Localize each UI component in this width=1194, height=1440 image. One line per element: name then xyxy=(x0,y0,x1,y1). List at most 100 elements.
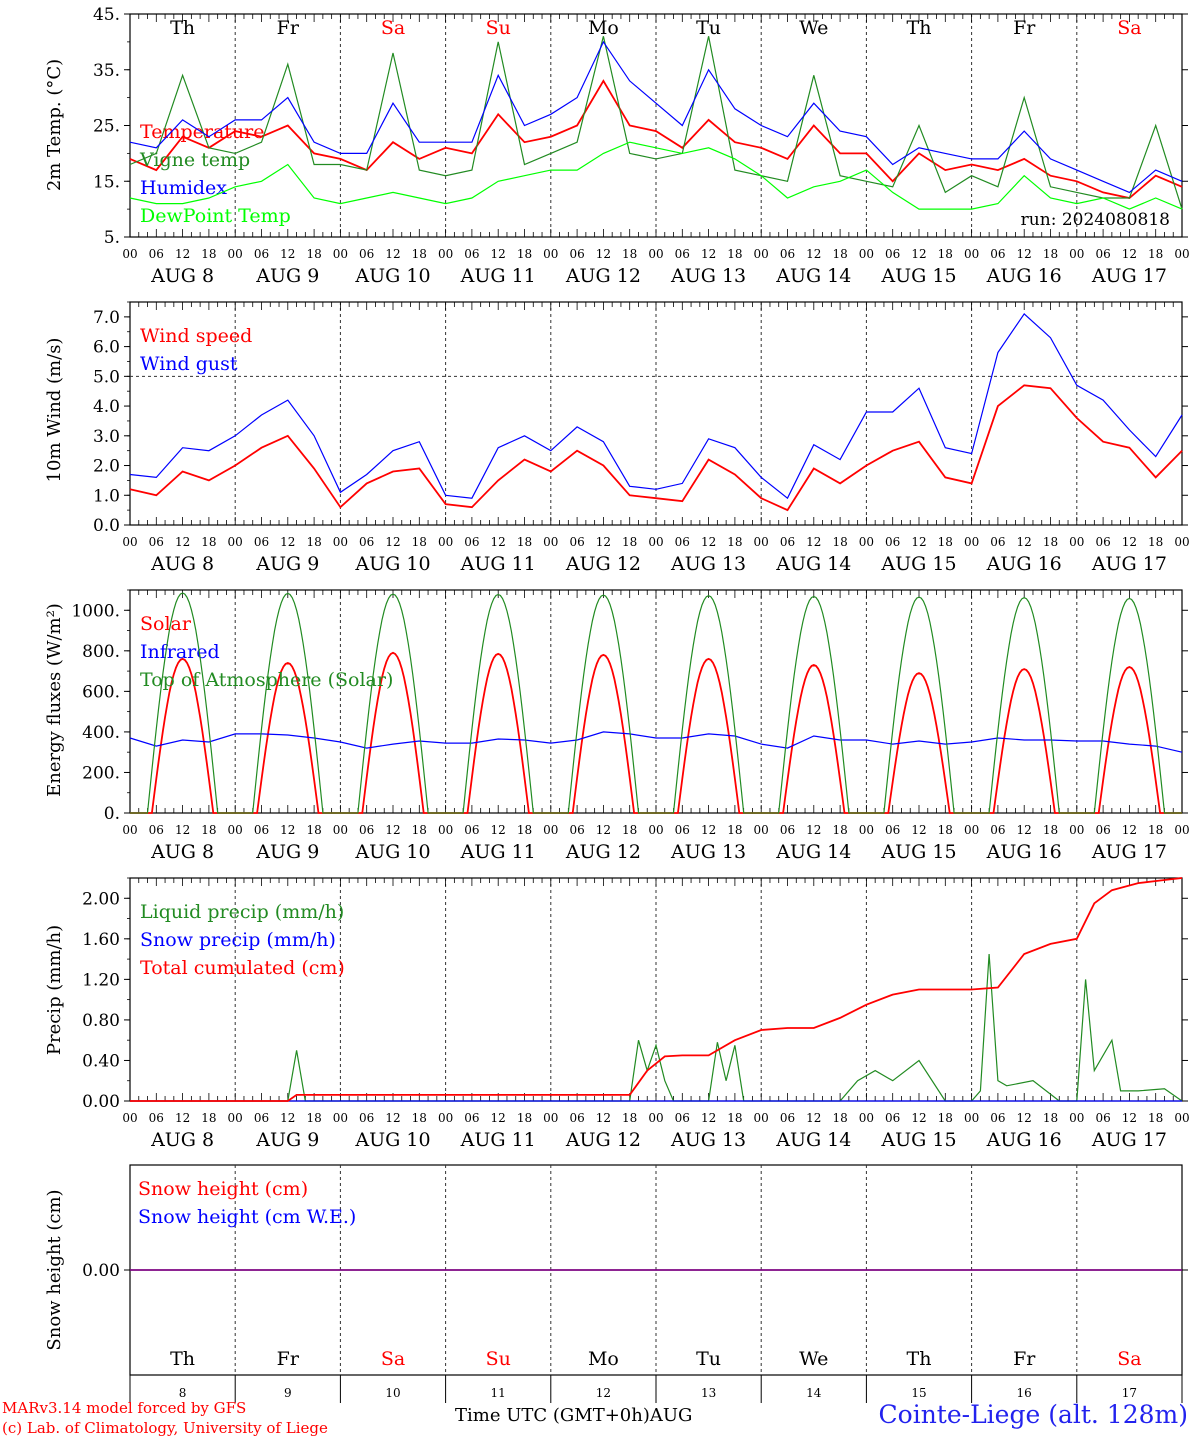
y-tick-label: 0.00 xyxy=(82,1261,120,1281)
date-label: AUG 17 xyxy=(1091,265,1167,287)
y-tick-label: 1.60 xyxy=(82,930,120,950)
hour-tick-label: 12 xyxy=(280,247,295,261)
hour-tick-label: 12 xyxy=(911,1111,926,1125)
day-name-label: Su xyxy=(486,1348,511,1370)
date-label: AUG 11 xyxy=(460,841,536,863)
hour-tick-label: 12 xyxy=(596,247,611,261)
hour-tick-label: 12 xyxy=(1017,1111,1032,1125)
hour-tick-label: 12 xyxy=(701,823,716,837)
date-label: AUG 13 xyxy=(670,841,746,863)
hour-tick-label: 18 xyxy=(622,535,637,549)
hour-tick-label: 06 xyxy=(464,823,479,837)
hour-tick-label: 00 xyxy=(648,247,663,261)
y-tick-label: 0. xyxy=(104,804,120,824)
hour-tick-label: 00 xyxy=(333,247,348,261)
y-axis-label: Energy fluxes (W/m²) xyxy=(44,603,65,797)
hour-tick-label: 18 xyxy=(1148,1111,1163,1125)
date-label: AUG 12 xyxy=(565,265,641,287)
hour-tick-label: 12 xyxy=(596,823,611,837)
hour-tick-label: 12 xyxy=(175,823,190,837)
day-name-label: Sa xyxy=(381,1348,405,1370)
hour-tick-label: 06 xyxy=(254,823,269,837)
hour-tick-label: 18 xyxy=(306,823,321,837)
date-label: AUG 16 xyxy=(986,553,1062,575)
hour-tick-label: 06 xyxy=(885,247,900,261)
hour-tick-label: 12 xyxy=(806,1111,821,1125)
day-name-label: We xyxy=(799,1348,828,1370)
date-label: AUG 15 xyxy=(880,265,956,287)
hour-tick-label: 18 xyxy=(412,247,427,261)
legend-entry: Vigne temp xyxy=(139,149,250,171)
hour-tick-label: 18 xyxy=(1043,535,1058,549)
y-tick-label: 6.0 xyxy=(93,338,120,358)
hour-tick-label: 12 xyxy=(1122,1111,1137,1125)
legend-entry: Top of Atmosphere (Solar) xyxy=(140,669,393,691)
hour-tick-label: 06 xyxy=(780,247,795,261)
date-label: AUG 13 xyxy=(670,1129,746,1151)
day-name-label: Mo xyxy=(588,1348,619,1370)
y-tick-label: 200. xyxy=(82,763,120,783)
hour-tick-label: 18 xyxy=(727,1111,742,1125)
station-name: Cointe-Liege (alt. 128m) xyxy=(878,1400,1188,1429)
legend-entry: Liquid precip (mm/h) xyxy=(140,901,344,923)
y-tick-label: 1000. xyxy=(71,601,120,621)
hour-tick-label: 18 xyxy=(412,535,427,549)
hour-tick-label: 00 xyxy=(1069,1111,1084,1125)
date-label: AUG 16 xyxy=(986,1129,1062,1151)
date-label: AUG 12 xyxy=(565,1129,641,1151)
hour-tick-label: 12 xyxy=(806,247,821,261)
hour-tick-label: 18 xyxy=(938,247,953,261)
date-label: AUG 12 xyxy=(565,841,641,863)
y-tick-label: 800. xyxy=(82,642,120,662)
date-label: AUG 15 xyxy=(880,841,956,863)
day-name-label: Fr xyxy=(1013,17,1036,39)
date-label: AUG 10 xyxy=(354,841,430,863)
hour-tick-label: 18 xyxy=(306,247,321,261)
hour-tick-label: 06 xyxy=(780,535,795,549)
hour-tick-label: 18 xyxy=(517,823,532,837)
y-tick-label: 45. xyxy=(93,5,120,25)
date-label: AUG 9 xyxy=(255,841,319,863)
hour-tick-label: 00 xyxy=(859,823,874,837)
date-label: AUG 13 xyxy=(670,553,746,575)
hour-tick-label: 18 xyxy=(306,1111,321,1125)
hour-tick-label: 12 xyxy=(806,535,821,549)
hour-tick-label: 00 xyxy=(122,1111,137,1125)
day-number-label: 16 xyxy=(1017,1386,1032,1400)
hour-tick-label: 18 xyxy=(622,823,637,837)
y-tick-label: 0.40 xyxy=(82,1051,120,1071)
hour-tick-label: 00 xyxy=(438,247,453,261)
hour-tick-label: 06 xyxy=(149,535,164,549)
day-name-label: We xyxy=(799,17,828,39)
series-line xyxy=(129,312,1183,500)
hour-tick-label: 18 xyxy=(727,247,742,261)
hour-tick-label: 12 xyxy=(175,247,190,261)
hour-tick-label: 06 xyxy=(569,823,584,837)
hour-tick-label: 18 xyxy=(727,535,742,549)
hour-tick-label: 00 xyxy=(964,535,979,549)
hour-tick-label: 06 xyxy=(254,247,269,261)
legend-entry: Snow height (cm W.E.) xyxy=(138,1206,356,1228)
hour-tick-label: 00 xyxy=(754,1111,769,1125)
y-tick-label: 5. xyxy=(104,228,120,248)
hour-tick-label: 18 xyxy=(622,247,637,261)
hour-tick-label: 06 xyxy=(675,823,690,837)
hour-tick-label: 06 xyxy=(149,823,164,837)
series-line xyxy=(129,731,1183,753)
series-line xyxy=(130,953,1183,1102)
hour-tick-label: 00 xyxy=(1174,823,1189,837)
hour-tick-label: 06 xyxy=(569,535,584,549)
date-label: AUG 8 xyxy=(150,841,214,863)
hour-tick-label: 06 xyxy=(254,535,269,549)
hour-tick-label: 06 xyxy=(1095,823,1110,837)
legend-entry: Humidex xyxy=(140,177,227,199)
series-line xyxy=(129,36,1183,210)
y-tick-label: 1.20 xyxy=(82,970,120,990)
hour-tick-label: 06 xyxy=(780,823,795,837)
y-tick-label: 0.0 xyxy=(93,516,120,536)
day-number-label: 15 xyxy=(911,1386,926,1400)
hour-tick-label: 06 xyxy=(990,247,1005,261)
y-tick-label: 25. xyxy=(93,117,120,137)
hour-tick-label: 12 xyxy=(701,535,716,549)
legend-entry: Snow precip (mm/h) xyxy=(140,929,336,951)
